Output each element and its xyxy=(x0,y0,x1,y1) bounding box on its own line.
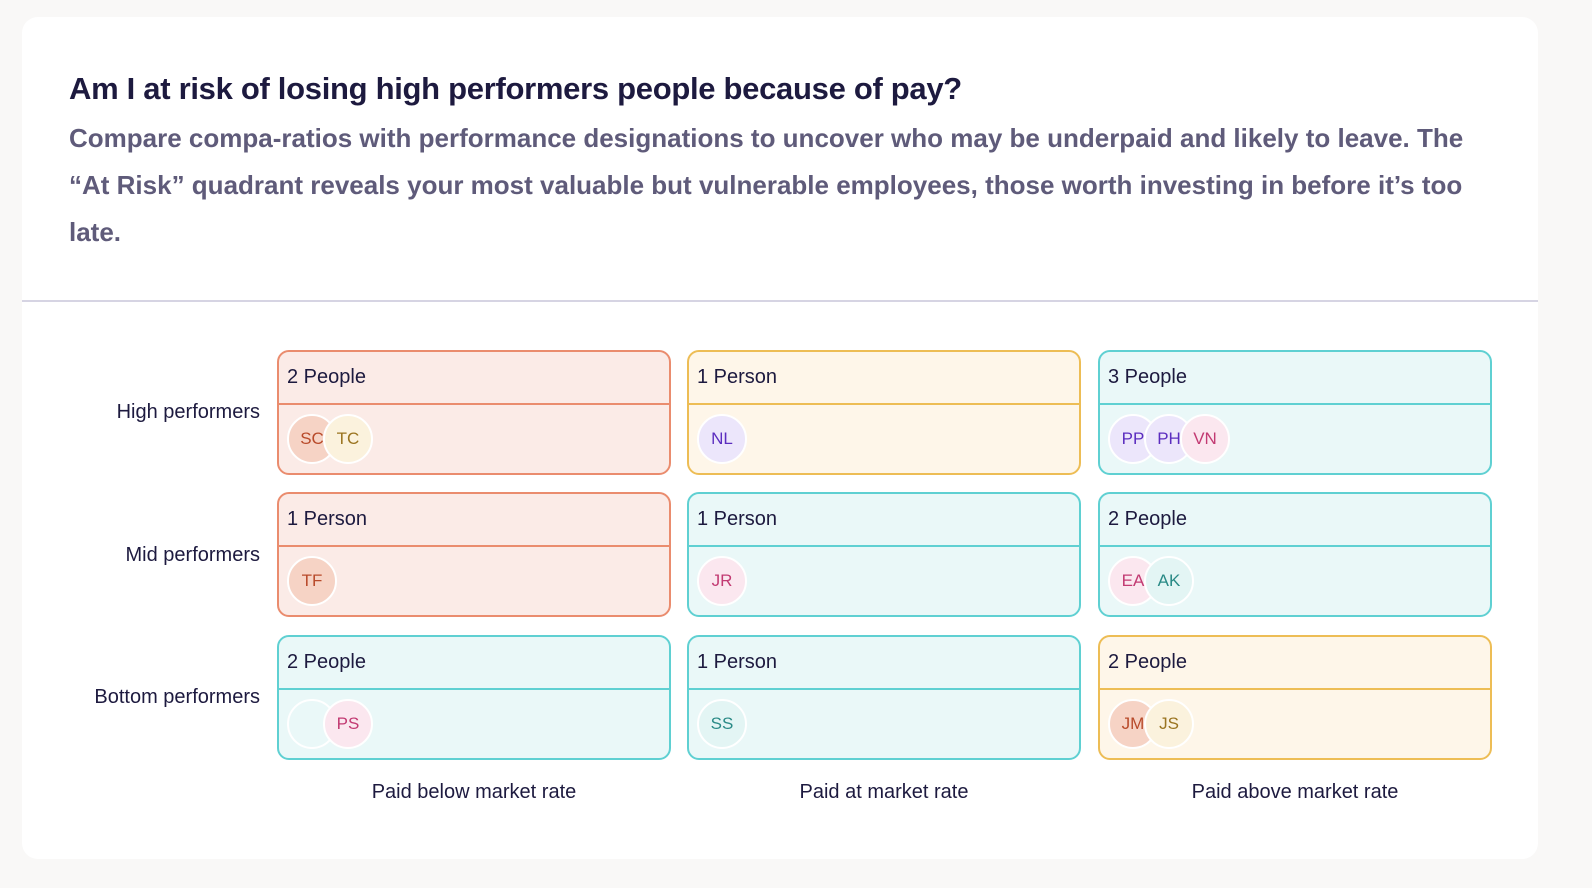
row-label-bottom: Bottom performers xyxy=(94,686,260,708)
avatar[interactable]: JM xyxy=(1108,699,1158,749)
avatar-group: SS xyxy=(689,690,1079,758)
card-header: Am I at risk of losing high performers p… xyxy=(69,69,1499,256)
people-count: 1 Person xyxy=(689,494,1079,547)
row-label-mid: Mid performers xyxy=(125,544,260,566)
avatar[interactable]: TC xyxy=(323,414,373,464)
avatar-group: TF xyxy=(279,547,669,615)
quadrant-cell-mid-at[interactable]: 1 Person JR xyxy=(687,492,1081,617)
row-label-high: High performers xyxy=(116,401,260,423)
people-count: 2 People xyxy=(1100,637,1490,690)
people-count: 3 People xyxy=(1100,352,1490,405)
people-count: 1 Person xyxy=(689,637,1079,690)
avatar-group: JM JS xyxy=(1100,690,1490,758)
avatar-group: EA AK xyxy=(1100,547,1490,615)
avatar[interactable]: JR xyxy=(697,556,747,606)
avatar-group: JR xyxy=(689,547,1079,615)
col-label-at: Paid at market rate xyxy=(799,781,969,803)
quadrant-cell-high-at[interactable]: 1 Person NL xyxy=(687,350,1081,475)
avatar-group: NL xyxy=(689,405,1079,473)
card-title: Am I at risk of losing high performers p… xyxy=(69,71,962,106)
avatar[interactable]: NL xyxy=(697,414,747,464)
col-label-above: Paid above market rate xyxy=(1191,781,1399,803)
people-count: 2 People xyxy=(279,352,669,405)
quadrant-cell-mid-below[interactable]: 1 Person TF xyxy=(277,492,671,617)
header-divider xyxy=(22,300,1538,302)
people-count: 2 People xyxy=(1100,494,1490,547)
avatar[interactable]: SS xyxy=(697,699,747,749)
quadrant-cell-bottom-at[interactable]: 1 Person SS xyxy=(687,635,1081,760)
people-count: 1 Person xyxy=(279,494,669,547)
avatar[interactable]: TF xyxy=(287,556,337,606)
col-label-below: Paid below market rate xyxy=(371,781,577,803)
card-description: Compare compa-ratios with performance de… xyxy=(69,123,1464,247)
avatar[interactable]: PS xyxy=(323,699,373,749)
quadrant-card: Am I at risk of losing high performers p… xyxy=(22,17,1538,859)
people-count: 2 People xyxy=(279,637,669,690)
people-count: 1 Person xyxy=(689,352,1079,405)
avatar[interactable]: VN xyxy=(1180,414,1230,464)
avatar-group: PS xyxy=(279,690,669,758)
avatar-group: PP PH VN xyxy=(1100,405,1490,473)
quadrant-cell-high-above[interactable]: 3 People PP PH VN xyxy=(1098,350,1492,475)
avatar[interactable]: AK xyxy=(1144,556,1194,606)
quadrant-cell-bottom-above[interactable]: 2 People JM JS xyxy=(1098,635,1492,760)
avatar[interactable]: JS xyxy=(1144,699,1194,749)
quadrant-cell-high-below[interactable]: 2 People SC TC xyxy=(277,350,671,475)
avatar-group: SC TC xyxy=(279,405,669,473)
quadrant-cell-mid-above[interactable]: 2 People EA AK xyxy=(1098,492,1492,617)
quadrant-cell-bottom-below[interactable]: 2 People PS xyxy=(277,635,671,760)
